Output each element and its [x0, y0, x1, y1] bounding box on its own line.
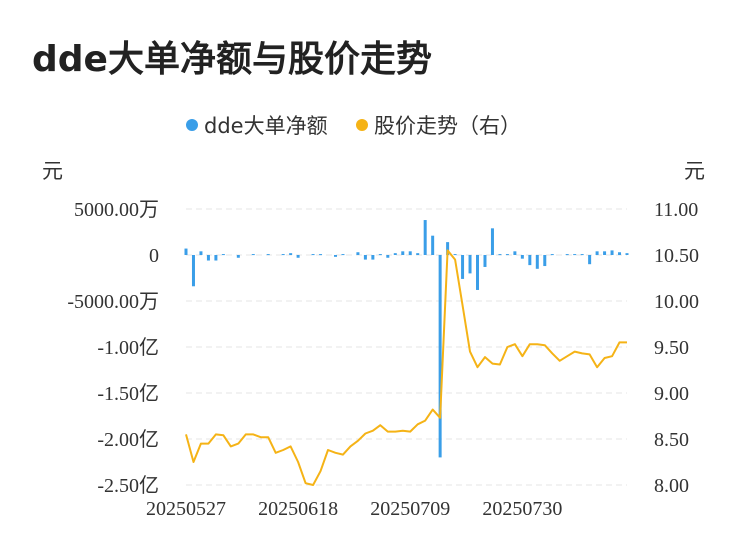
dde-bar [580, 254, 584, 256]
left-tick-label: -1.00亿 [97, 336, 159, 359]
right-tick-label: 10.00 [654, 291, 699, 313]
right-tick-label: 11.00 [654, 199, 698, 221]
dde-bar [438, 255, 442, 458]
dde-bar [363, 255, 367, 260]
legend-marker-dde [186, 119, 198, 131]
dde-bar [513, 251, 517, 255]
dde-bar [416, 253, 420, 255]
left-tick-label: -2.50亿 [97, 474, 159, 497]
left-tick-label: -2.00亿 [97, 428, 159, 451]
dde-bar [401, 251, 405, 255]
x-tick-label: 20250730 [482, 498, 562, 520]
dde-bar [191, 255, 195, 287]
x-tick-label: 20250709 [370, 498, 450, 520]
dde-bar [378, 254, 382, 256]
dde-bar [236, 255, 240, 258]
dde-bar [214, 255, 218, 261]
dde-bar [206, 255, 210, 261]
dde-bar [199, 251, 203, 255]
left-tick-label: 0 [149, 245, 159, 267]
price-line-layer [185, 249, 627, 486]
dde-bar [618, 252, 622, 255]
dde-bar [251, 254, 255, 256]
dde-bar [184, 248, 188, 255]
legend-label-price: 股价走势（右） [374, 114, 521, 138]
dde-bar [289, 253, 293, 255]
dde-bars [184, 220, 629, 458]
left-axis-unit: 元 [42, 159, 63, 183]
dde-bar [341, 254, 345, 256]
dde-bar [498, 254, 502, 256]
dde-bar [528, 255, 532, 266]
right-axis-unit: 元 [684, 159, 705, 183]
left-tick-label: -1.50亿 [97, 382, 159, 405]
dde-bar [603, 251, 607, 255]
dde-bar [610, 250, 614, 255]
dde-bar [476, 255, 480, 290]
dde-bar [595, 251, 599, 255]
left-tick-label: -5000.00万 [67, 291, 159, 313]
x-tick-label: 20250618 [258, 498, 338, 520]
dde-bar [281, 254, 285, 256]
dde-bar [333, 255, 337, 257]
dde-bar [356, 252, 360, 255]
legend-marker-price [356, 119, 368, 131]
dde-bar [423, 220, 427, 255]
dde-bar [266, 254, 270, 256]
dde-bar [625, 253, 629, 255]
right-tick-label: 10.50 [654, 245, 699, 267]
price-line [185, 249, 627, 486]
dde-bar [386, 255, 390, 258]
dde-bar [490, 228, 494, 255]
right-tick-label: 8.50 [654, 429, 689, 451]
gridlines [186, 208, 627, 486]
right-tick-label: 9.50 [654, 337, 689, 359]
right-axis: 11.00 10.50 10.00 9.50 9.00 8.50 8.00 [654, 199, 699, 497]
dde-bar [408, 251, 412, 255]
x-tick-label: 20250527 [146, 498, 226, 520]
legend: dde大单净额 股价走势（右） [186, 114, 521, 138]
dde-bar [393, 253, 397, 255]
dde-bar [588, 255, 592, 265]
left-axis: 5000.00万 0 -5000.00万 -1.00亿 -1.50亿 -2.00亿 -2.5… [67, 199, 159, 497]
right-tick-label: 9.00 [654, 383, 689, 405]
dde-bar [296, 255, 300, 258]
dde-bar [221, 254, 225, 256]
dde-bar [461, 255, 465, 279]
dde-bar [446, 242, 450, 255]
dde-bar [371, 255, 375, 260]
dde-bar [565, 254, 569, 256]
dde-bar [543, 255, 547, 267]
dde-bar [505, 254, 509, 256]
dde-bar [453, 254, 457, 256]
right-tick-label: 8.00 [654, 475, 689, 497]
x-axis: 20250527 20250618 20250709 20250730 [146, 498, 562, 520]
dde-bar [483, 255, 487, 267]
page-title: dde大单净额与股价走势 [32, 39, 432, 80]
dde-bar [319, 254, 323, 256]
left-tick-label: 5000.00万 [74, 199, 159, 221]
dde-bar [520, 255, 524, 259]
dde-bar [468, 255, 472, 274]
dde-bar [431, 235, 435, 255]
dde-bar [535, 255, 539, 269]
dde-bar [550, 254, 554, 256]
dde-bar [311, 254, 315, 256]
legend-label-dde: dde大单净额 [204, 114, 328, 138]
dde-bar [573, 254, 577, 256]
